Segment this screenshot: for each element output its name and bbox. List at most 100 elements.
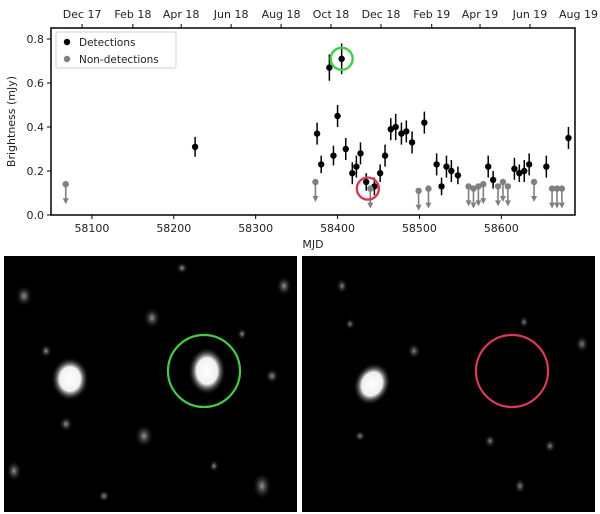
non-detection-point [558, 185, 566, 192]
detection-point [521, 167, 528, 175]
upper-limit-arrow [553, 202, 560, 209]
top-tick-label: Jun 18 [213, 8, 249, 21]
detection-point [381, 152, 389, 159]
reference-star [51, 357, 89, 401]
plot-frame [50, 27, 576, 216]
y-tick-label: 0.4 [27, 121, 45, 134]
legend-marker [63, 55, 71, 63]
non-detection-point [62, 181, 69, 188]
transient-source [188, 347, 226, 395]
non-detection-point [548, 185, 556, 192]
upper-limit-arrow [495, 200, 502, 207]
y-tick-label: 0.2 [27, 165, 45, 178]
detection-point [443, 163, 450, 170]
detection-point [454, 172, 462, 179]
non-detection-point [312, 178, 319, 186]
detection-point [408, 139, 416, 146]
upper-limit-arrow [475, 200, 482, 207]
y-tick-label: 0.0 [27, 209, 45, 222]
upper-limit-arrow [480, 198, 487, 205]
detection-point [485, 163, 492, 170]
legend-label: Detections [79, 37, 135, 49]
non-detection-point [494, 183, 502, 190]
detection-point [313, 130, 321, 137]
upper-limit-arrow [425, 202, 432, 209]
image-cutout-non-detection [302, 256, 595, 512]
top-tick-label: Apr 19 [462, 8, 499, 21]
detection-point [448, 167, 455, 175]
detection-point [191, 143, 199, 150]
upper-limit-arrow [531, 196, 538, 202]
legend-label: Non-detections [79, 54, 159, 66]
non-detection-point [415, 187, 422, 194]
top-tick-label: Jun 19 [512, 8, 548, 21]
non-detection-point [480, 181, 487, 188]
x-tick-label: 58200 [156, 222, 191, 235]
image-cutout-detection [4, 256, 297, 512]
top-tick-label: Feb 18 [114, 8, 151, 21]
top-tick-label: Aug 19 [559, 8, 598, 21]
non-detection-circle [474, 333, 550, 409]
detection-point [489, 176, 497, 183]
top-tick-label: Oct 18 [313, 8, 350, 21]
non-detection-point [475, 183, 482, 190]
light-curve-figure: 58100 58200 58300 58400 58500 58600 0.0 0.2 0.4 0… [5, 8, 598, 251]
detection-point [334, 112, 341, 120]
x-tick-label: 58300 [238, 222, 273, 235]
detection-point [357, 150, 364, 157]
legend-box [55, 31, 177, 69]
top-tick-label: Dec 17 [63, 8, 102, 21]
detection-point [525, 161, 533, 168]
detection-point [342, 145, 349, 153]
legend-marker [63, 38, 71, 46]
x-tick-label: 58500 [402, 222, 437, 235]
highlight-circle-non-detection [355, 176, 381, 201]
detection-point [387, 126, 394, 133]
detection-point [516, 170, 523, 177]
y-tick-label: 0.8 [27, 33, 45, 46]
x-tick-label: 58600 [484, 222, 519, 235]
x-tick-label: 58100 [74, 222, 109, 235]
non-detection-point [425, 185, 432, 192]
non-detection-point [530, 178, 538, 186]
detection-point [376, 170, 384, 177]
x-tick-label: 58400 [320, 222, 355, 235]
non-detection-point [367, 185, 374, 192]
top-tick-label: Apr 18 [163, 8, 200, 21]
noise-speckles [336, 278, 589, 494]
upper-limit-arrow [558, 202, 565, 209]
top-tick-label: Dec 18 [362, 8, 401, 21]
upper-limit-arrow [312, 196, 319, 202]
detection-point [511, 165, 518, 172]
detection-point [438, 183, 445, 190]
highlight-circle-detection [329, 46, 354, 71]
top-tick-label: Aug 18 [262, 8, 301, 21]
upper-limit-arrow [499, 196, 506, 202]
detection-point [392, 123, 399, 131]
light-curve-plot: 58100 58200 58300 58400 58500 58600 0.0 0.2 0.4 0… [5, 8, 598, 251]
detection-point [403, 128, 410, 135]
detection-point [353, 163, 360, 170]
reference-star [353, 362, 391, 406]
upper-limit-arrow [470, 202, 477, 209]
detection-point [421, 119, 428, 126]
detection-point [326, 64, 333, 71]
upper-limit-arrow [504, 200, 511, 207]
noise-speckles [6, 262, 292, 502]
non-detection-point [553, 185, 561, 192]
non-detection-point [470, 185, 477, 192]
y-tick-label: 0.6 [27, 77, 45, 90]
detection-point [565, 134, 572, 142]
upper-limit-arrow [62, 198, 69, 205]
detection-point [363, 178, 370, 186]
detection-point [398, 130, 405, 137]
detection-circle [166, 333, 242, 409]
non-detection-point [499, 178, 507, 186]
x-axis-label: MJD [302, 238, 323, 251]
detection-point [349, 170, 356, 177]
non-detection-point [504, 183, 512, 190]
upper-limit-arrow [549, 202, 556, 209]
top-tick-label: Feb 19 [413, 8, 450, 21]
detection-point [330, 152, 337, 159]
y-axis-label: Brightness (mJy) [5, 76, 18, 167]
